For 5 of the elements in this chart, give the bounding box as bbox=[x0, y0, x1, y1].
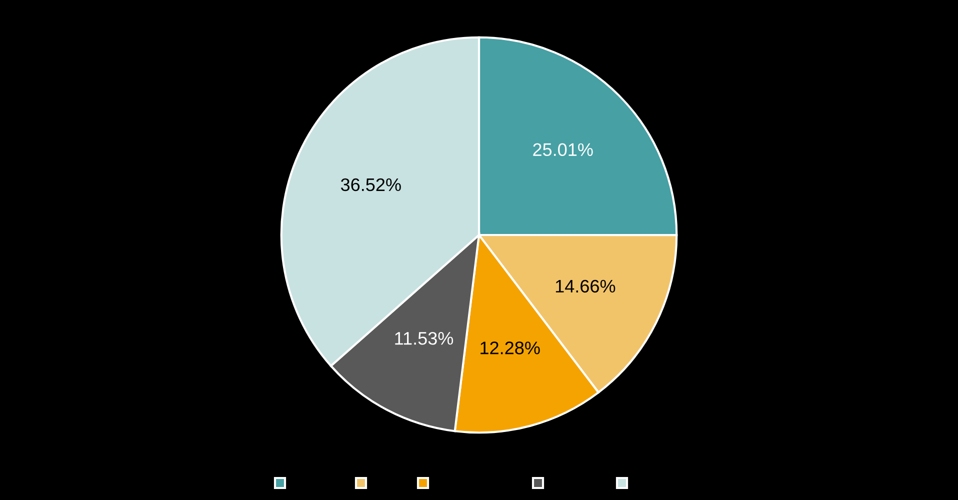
data-label: 36.52% bbox=[340, 178, 401, 192]
data-label: 14.66% bbox=[556, 280, 616, 293]
data-label: 25.01% bbox=[533, 143, 593, 156]
data-label: 11.53% bbox=[395, 332, 454, 345]
data-label: 12.28% bbox=[480, 342, 540, 354]
